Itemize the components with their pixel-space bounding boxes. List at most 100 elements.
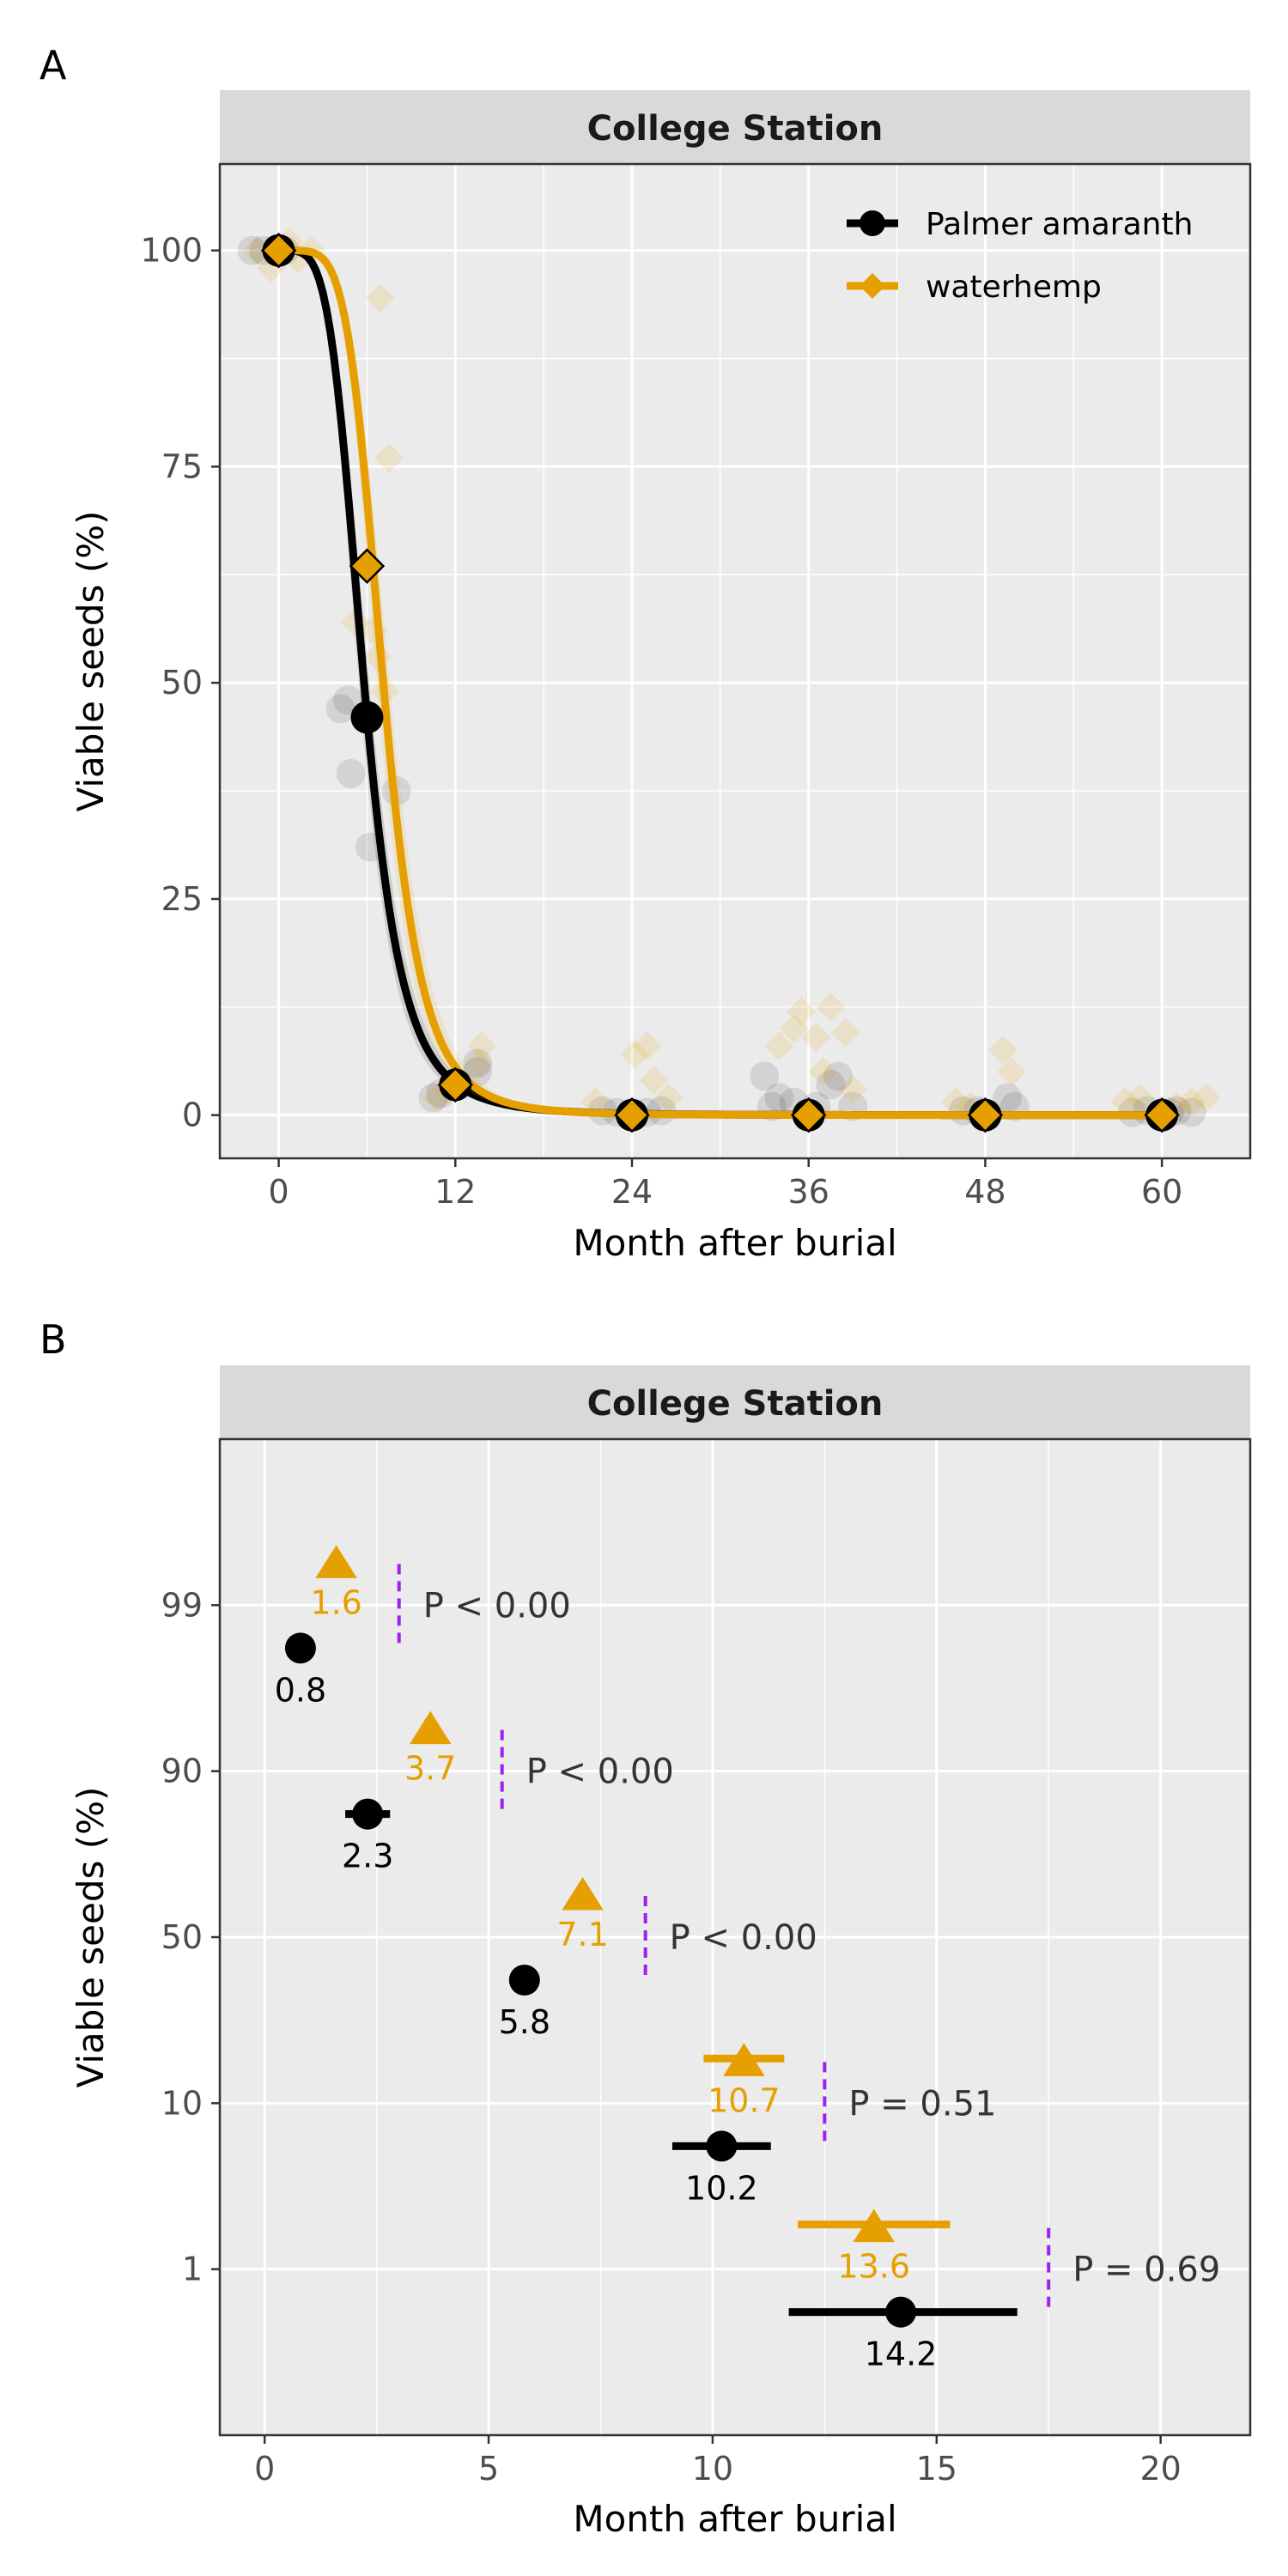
estimate-label-waterhemp: 10.7	[708, 2081, 781, 2119]
x-tick-label: 0	[268, 1173, 289, 1211]
x-tick-label: 12	[434, 1173, 476, 1211]
raw-point-palmer	[325, 694, 355, 724]
y-tick-label: 10	[161, 2084, 203, 2122]
panel-a-strip	[220, 90, 1250, 164]
panel-a-plot-area	[220, 164, 1250, 1158]
panel-a-legend: Palmer amaranth waterhemp	[847, 207, 1193, 305]
estimate-label-palmer: 5.8	[499, 2003, 550, 2041]
raw-point-waterhemp	[374, 443, 404, 473]
estimate-point-palmer	[706, 2130, 738, 2162]
estimate-label-palmer: 14.2	[865, 2336, 938, 2373]
mean-point-waterhemp	[349, 548, 386, 585]
x-tick-label: 5	[478, 2450, 499, 2488]
mean-point-palmer	[350, 701, 384, 734]
panel-b-gridlines	[220, 1439, 1250, 2435]
mean-point-waterhemp	[1144, 1097, 1180, 1133]
raw-point-waterhemp	[764, 1031, 794, 1061]
y-tick-label: 100	[140, 232, 203, 270]
estimate-label-palmer: 0.8	[275, 1671, 326, 1709]
raw-point-palmer	[816, 1070, 846, 1100]
estimate-point-palmer	[885, 2296, 917, 2328]
estimate-point-waterhemp	[315, 1545, 357, 1578]
fit-line-waterhemp	[278, 246, 1163, 1120]
y-tick-label: 50	[161, 664, 203, 702]
y-tick-label: 50	[161, 1918, 203, 1956]
raw-point-palmer	[993, 1083, 1023, 1113]
pvalue-label: P < 0.00	[526, 1753, 674, 1792]
panel-b: B College Station P < 0.00P < 0.00P < 0.…	[39, 1316, 1252, 2540]
mean-point-waterhemp	[614, 1097, 650, 1133]
panel-b-pvalues: P < 0.00 P < 0.00 P < 0.00 P = 0.51 P = 0.69	[397, 1564, 1220, 2311]
panel-b-strip	[220, 1365, 1250, 1439]
mean-point-waterhemp	[967, 1097, 1004, 1133]
raw-point-waterhemp	[801, 1023, 831, 1053]
raw-point-waterhemp	[467, 1031, 497, 1061]
panel-b-label: B	[39, 1316, 67, 1363]
x-tick-label: 60	[1141, 1173, 1182, 1211]
legend-palmer-marker	[860, 210, 885, 236]
x-tick-label: 24	[611, 1173, 653, 1211]
estimate-label-waterhemp: 3.7	[404, 1750, 456, 1788]
x-tick-label: 20	[1139, 2450, 1181, 2488]
raw-point-waterhemp	[816, 992, 846, 1022]
panel-b-x-ticks: 0 5 10 15 20	[254, 2435, 1182, 2488]
estimate-point-waterhemp	[562, 1877, 604, 1911]
estimate-label-waterhemp: 13.6	[837, 2248, 910, 2286]
x-tick-label: 10	[692, 2450, 733, 2488]
raw-point-waterhemp	[1110, 1087, 1140, 1117]
raw-point-waterhemp	[941, 1087, 971, 1117]
raw-point-palmer	[823, 1061, 853, 1091]
estimate-point-waterhemp	[853, 2208, 895, 2243]
estimate-point-palmer	[352, 1798, 384, 1830]
x-tick-label: 0	[254, 2450, 275, 2488]
legend-palmer-label: Palmer amaranth	[926, 207, 1193, 242]
estimate-point-palmer	[508, 1965, 540, 1996]
estimate-point-waterhemp	[410, 1710, 452, 1745]
panel-b-y-ticks: 1 10 50 90 99	[161, 1586, 220, 2288]
panel-a-y-axis-title: Viable seeds (%)	[70, 511, 112, 812]
panel-a-fitted-curves	[278, 246, 1163, 1120]
mean-point-waterhemp	[260, 232, 297, 269]
pvalue-label: P = 0.51	[848, 2084, 996, 2123]
raw-point-waterhemp	[1125, 1083, 1155, 1113]
raw-point-waterhemp	[838, 1074, 868, 1104]
estimate-label-palmer: 2.3	[342, 1838, 393, 1875]
panel-a: A College Station 0 12 24 36 48 60 0 25 50 75 100…	[39, 42, 1252, 1264]
legend-waterhemp-label: waterhemp	[926, 270, 1102, 305]
panel-b-estimates: 0.8 2.3 5.8 10.2 14.2 1.6 3.7 7.1 10.7 13.6	[275, 1545, 1018, 2373]
mean-point-waterhemp	[790, 1097, 827, 1133]
panel-a-x-axis-title: Month after burial	[573, 1222, 896, 1264]
x-tick-label: 48	[964, 1173, 1005, 1211]
estimate-label-palmer: 10.2	[685, 2169, 758, 2207]
raw-point-waterhemp	[620, 1040, 650, 1070]
y-tick-label: 25	[161, 880, 203, 918]
panel-b-x-axis-title: Month after burial	[573, 2498, 896, 2540]
panel-a-x-ticks: 0 12 24 36 48 60	[268, 1158, 1182, 1211]
panel-a-y-ticks: 0 25 50 75 100	[140, 232, 220, 1134]
raw-point-waterhemp	[365, 283, 395, 313]
raw-point-waterhemp	[808, 1057, 838, 1087]
estimate-point-palmer	[284, 1632, 316, 1664]
raw-point-waterhemp	[988, 1036, 1018, 1066]
panel-a-label: A	[39, 42, 67, 88]
raw-point-waterhemp	[997, 1057, 1027, 1087]
raw-point-waterhemp	[653, 1083, 683, 1113]
pvalue-label: P < 0.00	[423, 1586, 571, 1625]
raw-point-palmer	[336, 758, 366, 788]
y-tick-label: 0	[182, 1097, 203, 1134]
raw-point-waterhemp	[632, 1031, 662, 1061]
y-tick-label: 75	[161, 447, 203, 485]
x-tick-label: 15	[916, 2450, 957, 2488]
mean-point-waterhemp	[437, 1066, 474, 1103]
panel-a-border	[218, 162, 1252, 1160]
raw-point-waterhemp	[1191, 1083, 1221, 1113]
raw-point-palmer	[237, 235, 267, 265]
x-tick-label: 36	[788, 1173, 829, 1211]
raw-point-waterhemp	[830, 1018, 860, 1048]
panel-b-border	[218, 1437, 1252, 2437]
raw-point-waterhemp	[241, 235, 271, 265]
raw-point-palmer	[750, 1061, 780, 1091]
estimate-label-waterhemp: 1.6	[310, 1583, 361, 1621]
panel-b-y-axis-title: Viable seeds (%)	[70, 1787, 112, 2088]
